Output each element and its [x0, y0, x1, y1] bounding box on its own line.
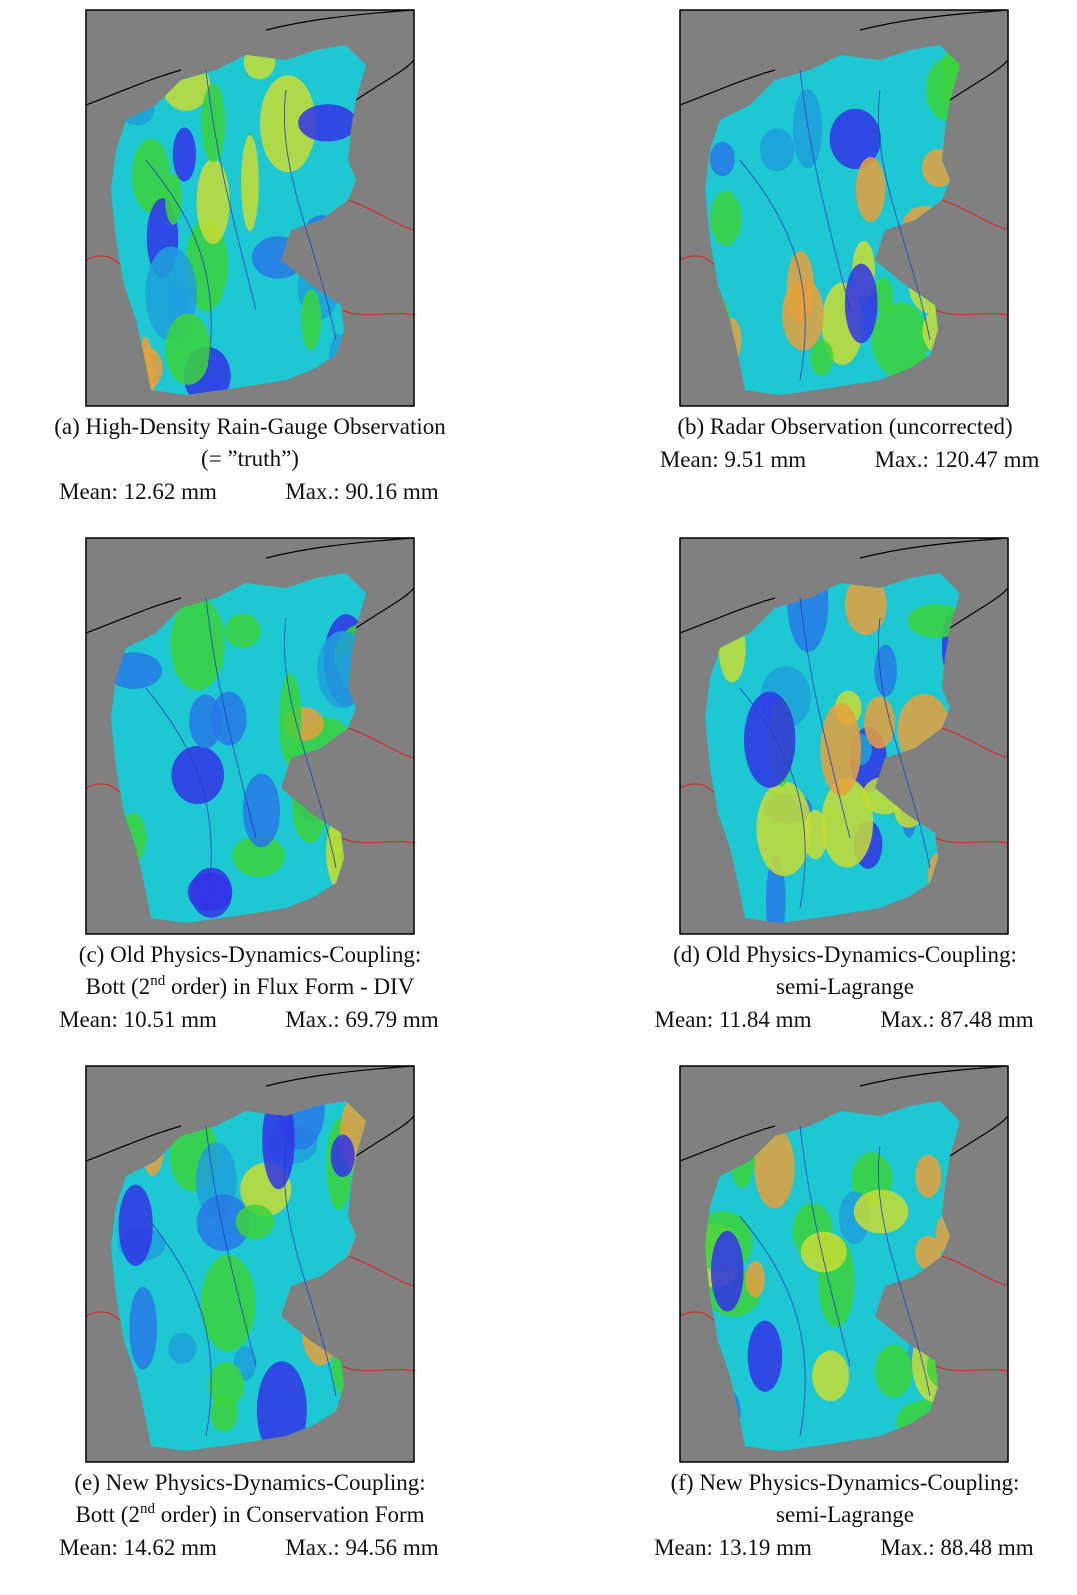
max-value: Max.: 94.56 mm	[285, 1535, 438, 1560]
mean-value: Mean: 10.51 mm	[59, 1007, 217, 1032]
mean-value: Mean: 12.62 mm	[59, 479, 217, 504]
precip-blob	[820, 703, 861, 796]
caption-line: (c) Old Physics-Dynamics-Coupling:	[79, 942, 421, 967]
caption-line: Bott (2nd order) in Conservation Form	[75, 1501, 424, 1527]
map-panel	[680, 1066, 1008, 1462]
precip-blob	[189, 695, 222, 749]
precip-blob	[710, 191, 741, 246]
map-panel	[86, 538, 414, 934]
precip-blob	[225, 613, 261, 648]
map-panel	[86, 1064, 414, 1462]
precip-blob	[165, 173, 182, 224]
caption-line: (f) New Physics-Dynamics-Coupling:	[671, 1470, 1020, 1495]
precip-blob	[845, 264, 878, 344]
mean-value: Mean: 14.62 mm	[59, 1535, 217, 1560]
precip-blob	[744, 692, 795, 788]
precip-blob	[711, 1231, 744, 1312]
precip-blob	[854, 1190, 908, 1234]
precip-blob	[168, 1333, 196, 1364]
caption-line: Bott (2nd order) in Flux Form - DIV	[86, 973, 415, 999]
precip-blob	[301, 289, 321, 350]
caption-text: order) in Conservation Form	[155, 1502, 425, 1527]
precip-blob	[804, 810, 828, 860]
precip-blob	[787, 251, 814, 323]
precip-blob	[173, 128, 196, 182]
max-value: Max.: 120.47 mm	[875, 447, 1040, 472]
precip-blob	[745, 1261, 765, 1298]
precip-blob	[874, 645, 897, 697]
precip-blob	[236, 1205, 275, 1239]
mean-value: Mean: 9.51 mm	[660, 447, 806, 472]
precip-blob	[165, 314, 210, 385]
caption-line: semi-Lagrange	[776, 1502, 914, 1527]
precip-blob	[331, 1135, 355, 1177]
precip-blob	[757, 782, 812, 877]
caption-superscript: nd	[150, 973, 166, 989]
precip-blob	[710, 142, 735, 176]
precip-blob	[748, 1321, 783, 1392]
precip-blob	[915, 1155, 941, 1198]
figure: (a) High-Density Rain-Gauge Observation (…	[0, 0, 1077, 1595]
precip-blob	[243, 774, 280, 848]
precip-blob	[875, 1345, 913, 1398]
mean-value: Mean: 13.19 mm	[654, 1535, 812, 1560]
precip-blob	[119, 1185, 153, 1266]
precip-blob	[208, 1362, 244, 1408]
caption-line: semi-Lagrange	[776, 974, 914, 999]
caption-text: Bott (2	[75, 1502, 140, 1527]
caption-line: (a) High-Density Rain-Gauge Observation	[54, 414, 446, 439]
caption-line: (= ”truth”)	[201, 446, 299, 471]
precip-blob	[241, 135, 259, 231]
precip-blob	[856, 157, 886, 222]
precip-blob	[760, 128, 795, 171]
map-panel	[680, 10, 1008, 406]
caption-text: order) in Flux Form - DIV	[165, 974, 415, 999]
precip-blob	[793, 89, 822, 168]
map-panel	[680, 538, 1008, 947]
caption-line: (b) Radar Observation (uncorrected)	[677, 414, 1012, 439]
max-value: Max.: 69.79 mm	[285, 1007, 438, 1032]
precip-blob	[171, 746, 224, 804]
caption-superscript: nd	[140, 1501, 156, 1517]
caption-line: (e) New Physics-Dynamics-Coupling:	[74, 1470, 425, 1495]
precip-blob	[129, 1287, 157, 1369]
precip-blob	[810, 340, 833, 376]
precip-blob	[201, 1255, 256, 1352]
max-value: Max.: 88.48 mm	[880, 1535, 1033, 1560]
precip-blob	[298, 104, 357, 141]
caption-line: (d) Old Physics-Dynamics-Coupling:	[673, 942, 1017, 967]
map-panel	[86, 10, 414, 435]
precip-blob	[170, 597, 225, 690]
precip-blob	[197, 159, 230, 244]
precip-blob	[801, 1232, 847, 1273]
mean-value: Mean: 11.84 mm	[655, 1007, 812, 1032]
precip-blob	[279, 674, 301, 766]
precip-blob	[812, 1351, 849, 1401]
caption-text: Bott (2	[86, 974, 151, 999]
max-value: Max.: 87.48 mm	[880, 1007, 1033, 1032]
max-value: Max.: 90.16 mm	[285, 479, 438, 504]
